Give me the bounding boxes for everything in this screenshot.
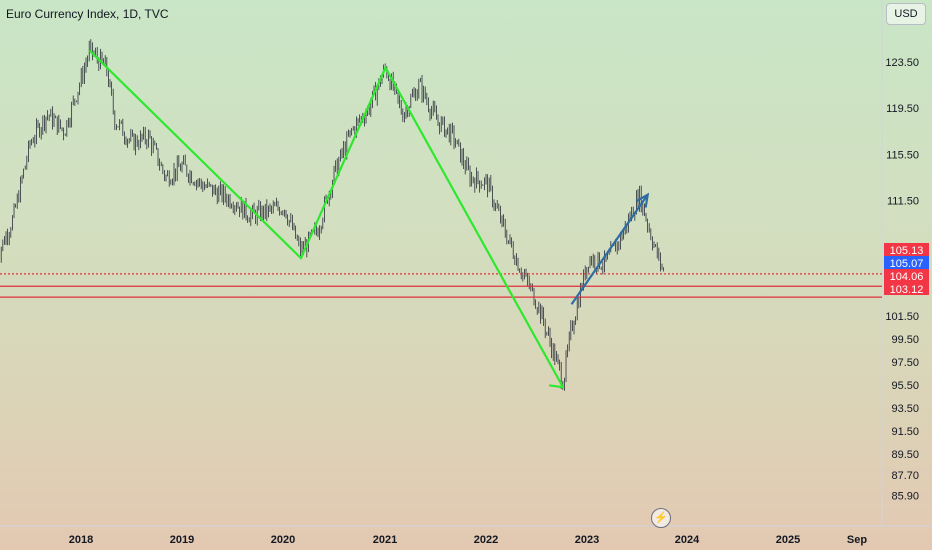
y-tick-label: 85.90 xyxy=(891,491,919,503)
x-tick-label: 2021 xyxy=(373,534,397,546)
x-tick-label: 2025 xyxy=(776,534,800,546)
y-tick-label: 119.50 xyxy=(886,103,919,115)
price-tag xyxy=(884,282,929,295)
y-tick-label: 95.50 xyxy=(891,380,919,392)
time-axis-labels: 2018 2019 2020 2021 2022 2023 2024 2025 Sep xyxy=(69,534,868,546)
x-tick-label: Sep xyxy=(847,534,867,546)
price-tag xyxy=(884,243,929,256)
price-tag-label: 105.07 xyxy=(890,258,924,270)
y-tick-label: 101.50 xyxy=(885,311,919,323)
wave-line[interactable] xyxy=(88,49,565,388)
y-tick-label: 89.50 xyxy=(891,449,919,461)
y-tick-label: 111.50 xyxy=(887,195,919,207)
y-tick-label: 87.70 xyxy=(891,470,919,482)
price-tag-label: 103.12 xyxy=(890,284,924,296)
y-tick-label: 93.50 xyxy=(891,403,919,415)
wave-drawings[interactable] xyxy=(88,49,650,389)
lightning-icon[interactable]: ⚡ xyxy=(651,508,671,528)
y-tick-label: 97.50 xyxy=(891,357,919,369)
price-tag-label: 104.06 xyxy=(890,271,924,283)
price-tag xyxy=(884,256,929,269)
wave-end-mark xyxy=(548,384,564,389)
price-tag xyxy=(884,269,929,282)
price-candles xyxy=(0,39,665,391)
y-tick-label: 99.50 xyxy=(891,334,919,346)
currency-button[interactable]: USD xyxy=(886,3,926,25)
y-tick-label: 123.50 xyxy=(885,57,919,69)
x-tick-label: 2020 xyxy=(271,534,295,546)
x-tick-label: 2024 xyxy=(675,534,700,546)
chart-title: Euro Currency Index, 1D, TVC xyxy=(6,7,169,21)
price-axis-labels: 123.50119.50115.50111.50107.50101.5099.5… xyxy=(885,57,919,503)
x-tick-label: 2018 xyxy=(69,534,93,546)
horizontal-levels[interactable] xyxy=(0,273,882,298)
x-tick-label: 2023 xyxy=(575,534,599,546)
x-tick-label: 2019 xyxy=(170,534,194,546)
arrow-head xyxy=(635,192,650,208)
y-tick-label: 115.50 xyxy=(886,149,919,161)
price-tag-label: 105.13 xyxy=(890,245,924,257)
x-tick-label: 2022 xyxy=(474,534,498,546)
wave-line[interactable] xyxy=(570,194,649,305)
y-tick-label: 91.50 xyxy=(891,426,919,438)
